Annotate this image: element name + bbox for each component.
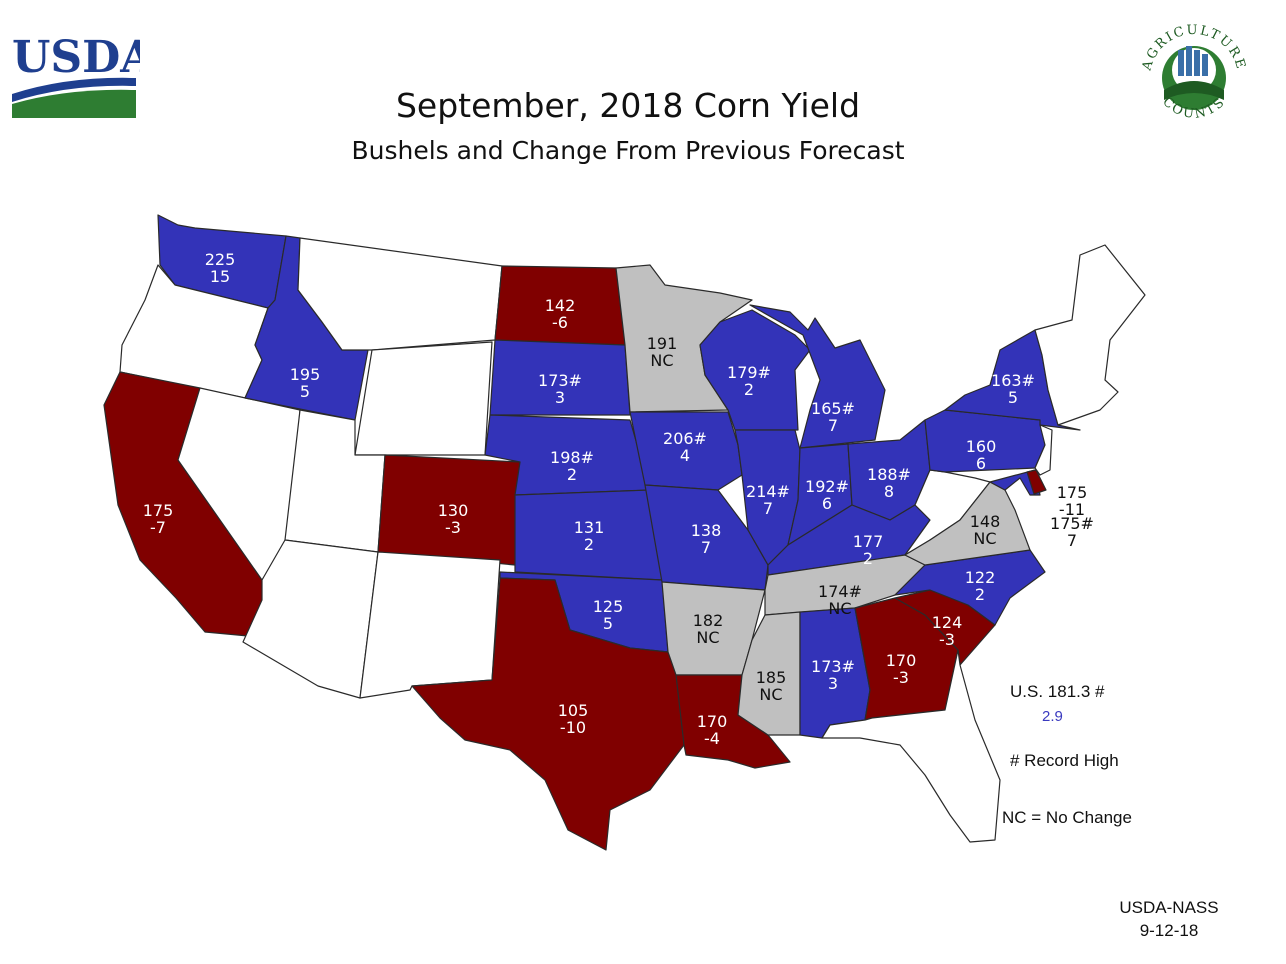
label-id: 195 5	[290, 365, 321, 401]
us-yield-change: 2.9	[1042, 708, 1063, 725]
label-il: 214# 7	[746, 482, 790, 518]
label-co: 130 -3	[438, 501, 469, 537]
source-credit: USDA-NASS 9-12-18	[1104, 896, 1234, 942]
state-wi	[699, 309, 811, 431]
state-nj	[1034, 424, 1053, 476]
state-tx	[411, 577, 685, 851]
label-ok: 125 5	[593, 597, 624, 633]
label-va: 148 NC	[970, 512, 1001, 548]
no-change-legend: NC = No Change	[1002, 808, 1132, 827]
label-pa: 160 6	[966, 437, 997, 473]
label-ia: 206# 4	[663, 429, 707, 465]
state-shapes	[103, 214, 1146, 851]
label-al: 173# 3	[811, 657, 855, 693]
label-la: 170 -4	[697, 712, 728, 748]
record-high-legend: # Record High	[1010, 751, 1119, 770]
state-fl	[821, 649, 1001, 843]
source-agency: USDA-NASS	[1119, 898, 1219, 917]
us-total-yield: U.S. 181.3 #	[1010, 682, 1105, 701]
label-wi: 179# 2	[727, 363, 771, 399]
label-tn: 174# NC	[818, 582, 862, 618]
label-ca: 175 -7	[143, 501, 174, 537]
usda-logo-text: USDA	[12, 32, 140, 83]
state-nm	[359, 551, 501, 699]
map-subtitle: Bushels and Change From Previous Forecas…	[351, 136, 905, 165]
label-nc: 122 2	[965, 568, 996, 604]
label-wa: 225 15	[205, 250, 236, 286]
agriculture-counts-logo: AGRICULTURE COUNTS	[1139, 23, 1246, 122]
state-value-labels: 225 15 195 5 175 -7 130 -3 142 -6 173# 3 198# 2…	[143, 250, 1094, 748]
state-new-england	[1034, 244, 1146, 426]
label-in: 192# 6	[805, 477, 849, 513]
source-date: 9-12-18	[1139, 921, 1199, 940]
label-ks: 131 2	[574, 518, 605, 554]
label-md: 175# 7	[1050, 514, 1094, 550]
label-mo: 138 7	[691, 521, 722, 557]
label-ny: 163# 5	[991, 371, 1035, 407]
label-sc: 124 -3	[932, 613, 963, 649]
label-mi: 165# 7	[811, 399, 855, 435]
label-ne: 198# 2	[550, 448, 594, 484]
state-sd	[489, 339, 631, 416]
label-ky: 177 2	[853, 532, 884, 568]
label-ar: 182 NC	[693, 611, 724, 647]
label-mn: 191 NC	[647, 334, 678, 370]
label-de: 175 -11	[1057, 483, 1088, 519]
label-oh: 188# 8	[867, 465, 911, 501]
state-de	[1026, 469, 1047, 495]
label-ms: 185 NC	[756, 668, 787, 704]
state-mi	[749, 304, 886, 449]
map-title: September, 2018 Corn Yield	[395, 86, 861, 125]
label-tx: 105 -10	[558, 701, 589, 737]
label-ga: 170 -3	[886, 651, 917, 687]
usda-logo: USDA	[12, 32, 140, 118]
label-sd: 173# 3	[538, 371, 582, 407]
label-nd: 142 -6	[545, 296, 576, 332]
state-wy	[354, 341, 493, 456]
